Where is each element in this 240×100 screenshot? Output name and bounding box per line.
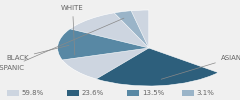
Text: 23.6%: 23.6% xyxy=(82,90,104,96)
FancyBboxPatch shape xyxy=(127,90,139,96)
Text: ASIAN: ASIAN xyxy=(161,55,240,79)
FancyBboxPatch shape xyxy=(182,90,194,96)
Text: WHITE: WHITE xyxy=(61,5,84,55)
FancyBboxPatch shape xyxy=(7,90,19,96)
Wedge shape xyxy=(58,29,149,60)
Text: BLACK: BLACK xyxy=(6,45,69,61)
Wedge shape xyxy=(58,10,201,86)
Text: HISPANIC: HISPANIC xyxy=(0,18,124,71)
Text: 59.8%: 59.8% xyxy=(22,90,44,96)
Wedge shape xyxy=(96,48,218,86)
Text: 3.1%: 3.1% xyxy=(197,90,215,96)
Text: 13.5%: 13.5% xyxy=(142,90,164,96)
Wedge shape xyxy=(114,11,149,48)
FancyBboxPatch shape xyxy=(67,90,79,96)
